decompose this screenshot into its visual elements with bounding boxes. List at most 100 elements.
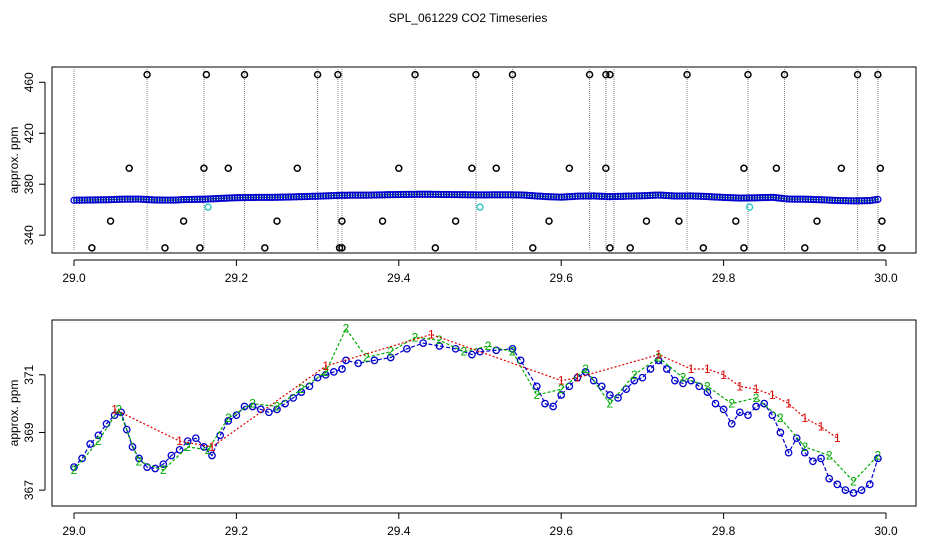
top-baseline-point xyxy=(614,192,622,201)
series-3-point xyxy=(638,373,647,382)
series-2-point: 2 xyxy=(274,400,281,414)
series-3-point xyxy=(435,342,444,350)
top-baseline-point xyxy=(442,190,451,199)
bottom-x-axis: 29.0 29.2 29.4 29.6 29.8 30.0 xyxy=(62,512,898,538)
top-baseline-point xyxy=(520,191,528,199)
top-spike-lines xyxy=(73,69,879,251)
series-3-point xyxy=(419,339,428,347)
series-1-point: 1 xyxy=(818,420,825,434)
top-baseline-point xyxy=(785,195,794,203)
series-3-point xyxy=(200,443,208,451)
bottom-y-tick-label: 367 xyxy=(22,480,36,500)
series-3-point xyxy=(768,411,777,420)
series-3-point xyxy=(492,346,501,355)
series-3-point xyxy=(313,373,322,382)
top-baseline-point xyxy=(507,191,515,199)
series-3-point xyxy=(167,451,176,460)
series-3-point xyxy=(532,382,541,391)
top-baseline-point xyxy=(689,192,697,200)
series-3-point xyxy=(565,382,574,391)
top-outlier-bottom xyxy=(740,244,748,252)
top-baseline-point xyxy=(349,191,357,199)
top-outlier-high xyxy=(585,70,594,79)
series-3-point xyxy=(86,440,95,448)
top-baseline-point xyxy=(115,195,124,203)
series-2-point: 2 xyxy=(184,440,191,454)
series-3-point xyxy=(679,379,687,388)
series-2-point: 2 xyxy=(249,397,256,411)
series-2-point: 2 xyxy=(115,402,122,416)
series-1-point: 1 xyxy=(322,359,329,373)
top-outlier-mid xyxy=(772,164,781,173)
series-2-point: 2 xyxy=(704,379,711,393)
top-outlier-bottom xyxy=(626,244,634,252)
top-outlier-high xyxy=(602,70,610,79)
top-baseline-point xyxy=(180,195,188,204)
series-3-point xyxy=(329,368,338,376)
top-y-tick-label: 460 xyxy=(22,72,36,92)
series-1-point: 1 xyxy=(111,402,118,416)
top-baseline-point xyxy=(558,193,566,201)
top-baseline-point xyxy=(140,195,148,204)
top-baseline-point xyxy=(560,193,569,201)
top-outlier-high xyxy=(744,70,752,79)
top-outlier-high xyxy=(508,70,517,79)
top-outlier-bottom xyxy=(606,244,614,252)
series-3-point xyxy=(102,419,111,428)
top-outlier-high xyxy=(411,70,419,79)
series-2-point: 2 xyxy=(558,382,565,396)
bottom-x-tick-label: 29.4 xyxy=(387,524,411,538)
series-2-point: 2 xyxy=(205,443,212,457)
top-baseline-point xyxy=(863,197,871,205)
top-x-tick-label: 29.6 xyxy=(550,271,574,285)
series-1-point: 1 xyxy=(176,434,183,448)
bottom-x-tick-label: 29.8 xyxy=(712,524,736,538)
top-baseline-point xyxy=(271,193,279,201)
series-2-point: 2 xyxy=(753,391,760,405)
top-outlier-high xyxy=(313,70,322,79)
series-3-point xyxy=(792,434,801,443)
top-baseline-point xyxy=(164,196,172,204)
top-baseline-point xyxy=(429,190,437,199)
series-3-point xyxy=(342,356,350,365)
top-outlier-high xyxy=(143,70,151,79)
series-3-point xyxy=(589,376,598,385)
series-2-point: 2 xyxy=(607,397,614,411)
series-1-point: 1 xyxy=(558,374,565,388)
top-baseline-point xyxy=(600,192,609,201)
series-3-point xyxy=(711,399,720,408)
series-3-point xyxy=(735,408,744,417)
top-baseline-point xyxy=(295,193,303,201)
top-baseline-point xyxy=(772,194,780,202)
series-1-point: 1 xyxy=(428,327,435,341)
bottom-y-axis: 367 369 371 xyxy=(22,364,46,500)
series-3-point xyxy=(784,448,793,457)
top-outlier-high xyxy=(853,70,862,79)
top-outlier-low xyxy=(878,217,886,225)
series-2-point: 2 xyxy=(582,362,589,376)
series-3-point xyxy=(606,391,614,399)
top-outlier-bottom xyxy=(529,244,537,252)
series-3-point xyxy=(752,402,760,411)
top-baseline-point xyxy=(73,196,81,204)
series-3-point xyxy=(208,451,216,460)
series-3-point xyxy=(727,419,736,428)
top-outlier-low xyxy=(273,217,281,225)
series-3-point xyxy=(370,356,379,365)
top-outlier-low xyxy=(451,217,460,225)
top-baseline-point xyxy=(268,193,276,202)
series-3-point xyxy=(557,391,566,399)
top-baseline-point xyxy=(533,192,542,200)
series-3-point xyxy=(110,411,119,420)
series-3-point xyxy=(143,463,151,471)
top-outlier-mid xyxy=(395,164,403,173)
top-baseline-point xyxy=(129,195,137,203)
top-outlier-bottom xyxy=(161,244,169,252)
top-y-tick-label: 340 xyxy=(22,225,36,245)
bottom-x-tick-label: 30.0 xyxy=(874,524,898,538)
top-baseline-point xyxy=(102,196,110,204)
series-2-point: 2 xyxy=(363,351,370,365)
